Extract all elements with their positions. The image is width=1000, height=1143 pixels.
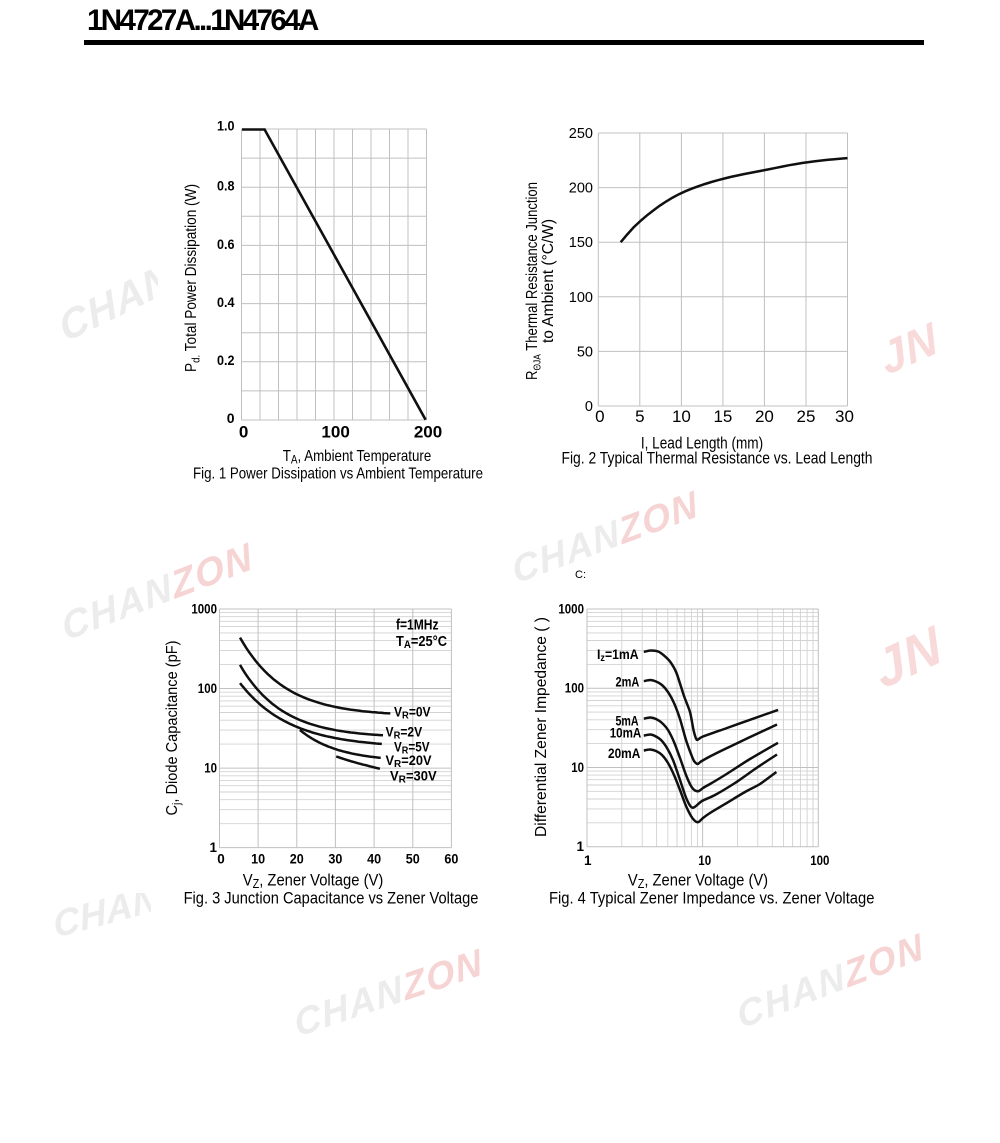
svg-text:1: 1 (584, 853, 592, 868)
svg-text:0.8: 0.8 (217, 177, 235, 193)
svg-text:10: 10 (571, 760, 584, 775)
svg-text:TA=25°C: TA=25°C (396, 634, 447, 651)
svg-text:25: 25 (797, 407, 816, 426)
svg-text:200: 200 (569, 181, 593, 197)
svg-text:0.2: 0.2 (217, 352, 235, 368)
svg-text:I, Lead Length (mm): I, Lead Length (mm) (641, 434, 763, 453)
svg-text:0: 0 (227, 410, 235, 426)
svg-text:0: 0 (595, 407, 604, 426)
svg-text:100: 100 (198, 681, 217, 696)
svg-text:10: 10 (672, 407, 691, 426)
svg-text:VZ, Zener Voltage (V): VZ, Zener Voltage (V) (243, 871, 384, 892)
svg-text:f=1MHz: f=1MHz (396, 618, 439, 634)
svg-text:Cj, Diode Capacitance (pF): Cj, Diode Capacitance (pF) (164, 641, 183, 816)
svg-text:C:: C: (575, 569, 586, 581)
svg-text:250: 250 (569, 126, 593, 142)
svg-text:to Ambient (°C/W): to Ambient (°C/W) (540, 219, 557, 343)
svg-text:VR=0V: VR=0V (394, 705, 431, 722)
svg-text:150: 150 (569, 235, 593, 251)
svg-text:TA, Ambient Temperature: TA, Ambient Temperature (283, 448, 432, 467)
svg-text:20: 20 (290, 852, 304, 867)
svg-text:Fig. 1 Power Dissipation vs Am: Fig. 1 Power Dissipation vs Ambient Temp… (193, 466, 483, 483)
svg-text:VR=5V: VR=5V (394, 740, 430, 757)
svg-text:0: 0 (585, 399, 593, 415)
svg-text:10: 10 (698, 853, 711, 868)
svg-text:20: 20 (755, 407, 774, 426)
svg-text:VZ, Zener Voltage (V): VZ, Zener Voltage (V) (628, 871, 768, 892)
svg-text:100: 100 (569, 290, 593, 306)
svg-text:1000: 1000 (191, 602, 217, 617)
svg-text:Fig. 2 Typical Thermal Resista: Fig. 2 Typical Thermal Resistance vs. Le… (562, 449, 873, 468)
svg-text:1: 1 (576, 839, 584, 854)
svg-text:Fig. 3 Junction Capacitance vs: Fig. 3 Junction Capacitance vs Zener Vol… (184, 890, 479, 908)
svg-text:100: 100 (810, 853, 829, 868)
svg-text:2mA: 2mA (616, 674, 640, 689)
svg-text:VR=20V: VR=20V (386, 753, 432, 770)
svg-text:RΘJA Thermal Resistance Juncti: RΘJA Thermal Resistance Junction (524, 182, 544, 380)
svg-text:30: 30 (328, 852, 342, 867)
svg-text:10: 10 (204, 761, 217, 776)
svg-text:50: 50 (577, 344, 593, 360)
svg-text:Fig. 4 Typical Zener Impedance: Fig. 4 Typical Zener Impedance vs. Zener… (549, 890, 875, 908)
svg-text:Differential Zener Impedance (: Differential Zener Impedance ( ) (533, 617, 550, 837)
svg-text:15: 15 (713, 407, 732, 426)
svg-text:100: 100 (565, 681, 584, 696)
svg-text:1000: 1000 (558, 602, 584, 617)
svg-text:VR=2V: VR=2V (386, 725, 423, 742)
svg-text:Iz=1mA: Iz=1mA (597, 647, 639, 664)
svg-text:5mA: 5mA (616, 713, 639, 728)
svg-text:0: 0 (239, 423, 248, 442)
svg-text:0.6: 0.6 (217, 236, 235, 252)
svg-text:10mA: 10mA (610, 725, 642, 740)
svg-text:100: 100 (321, 423, 349, 442)
svg-text:20mA: 20mA (608, 746, 641, 761)
svg-text:VR=30V: VR=30V (390, 769, 437, 786)
svg-text:50: 50 (406, 852, 420, 867)
svg-text:60: 60 (444, 852, 458, 867)
svg-text:30: 30 (835, 407, 854, 426)
svg-text:Pd. Total Power Dissipation (W: Pd. Total Power Dissipation (W) (183, 184, 203, 372)
svg-text:0: 0 (217, 852, 225, 867)
svg-text:200: 200 (414, 423, 442, 442)
svg-text:1.0: 1.0 (217, 117, 235, 133)
svg-text:1: 1 (209, 840, 217, 855)
svg-text:10: 10 (251, 852, 265, 867)
svg-text:5: 5 (635, 407, 644, 426)
svg-text:40: 40 (367, 852, 381, 867)
svg-text:0.4: 0.4 (217, 294, 235, 310)
